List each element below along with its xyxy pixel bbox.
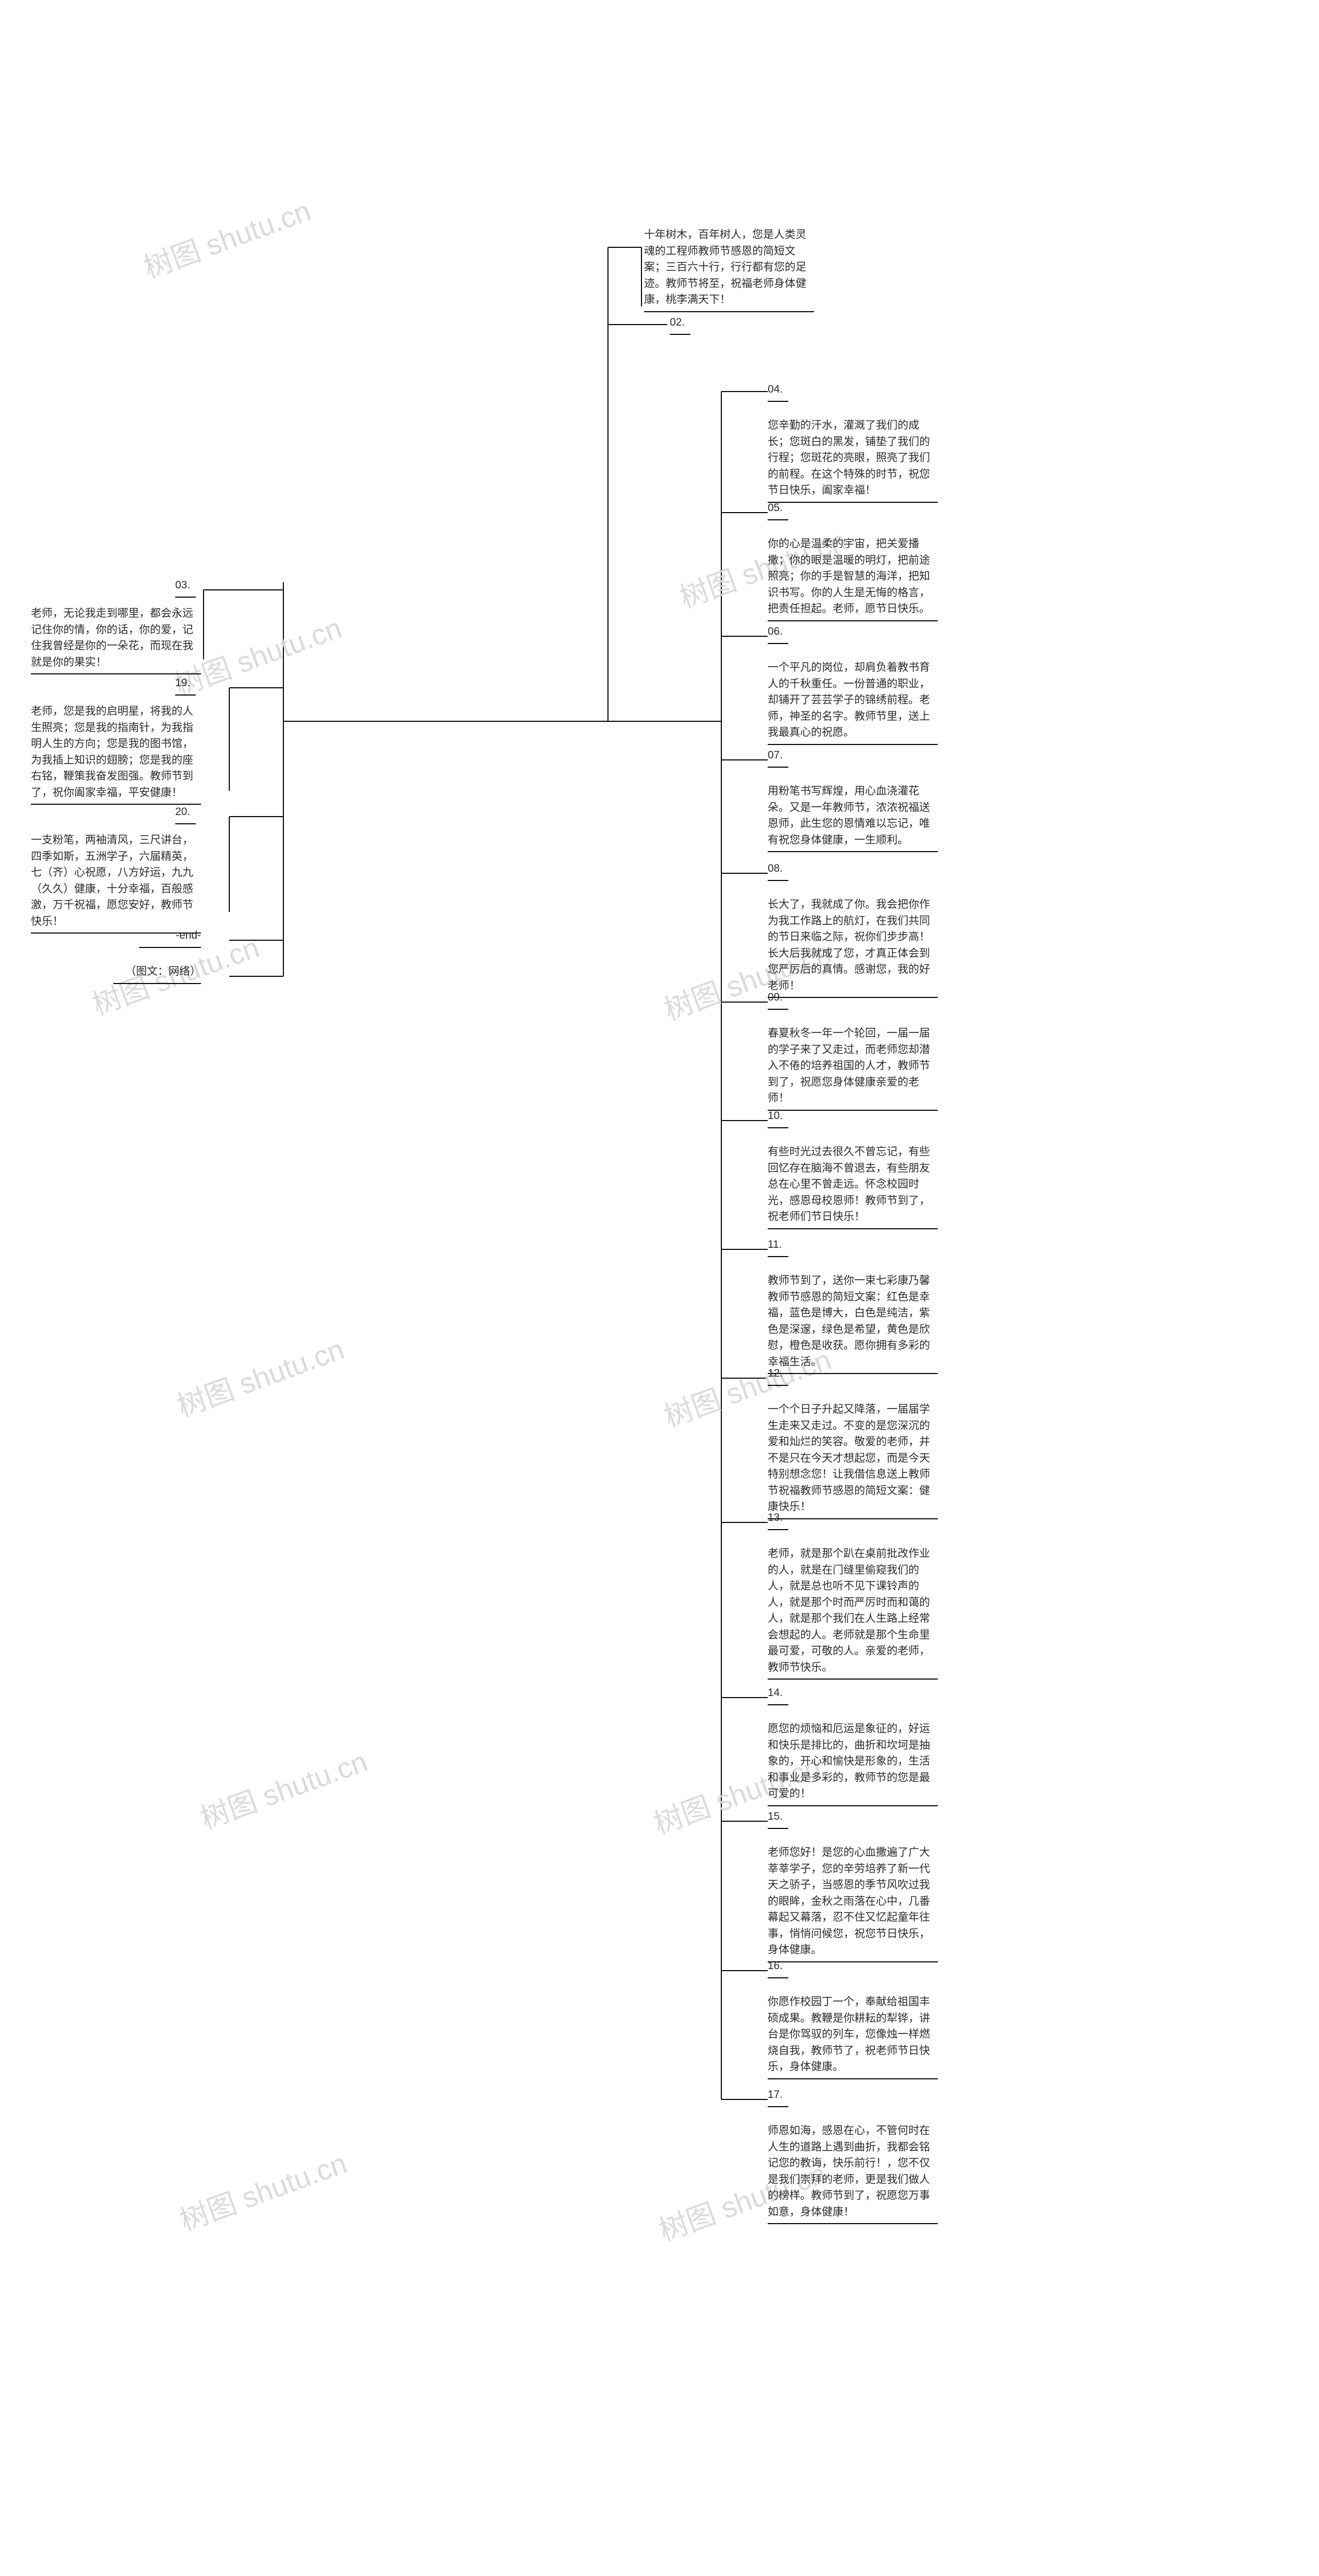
right-num-label: 16. xyxy=(768,1960,783,1972)
right-node-text: 师恩如海，感恩在心，不管何时在人生的道路上遇到曲折，我都会铭记您的教诲，快乐前行… xyxy=(768,2123,938,2224)
right-num-label: 05. xyxy=(768,502,783,514)
right-node-num: 14. xyxy=(768,1685,788,1705)
watermark: 树图 shutu.cn xyxy=(137,188,316,286)
right-text-content: 有些时光过去很久不曾忘记，有些回忆存在脑海不曾退去，有些朋友总在心里不曾走远。怀… xyxy=(768,1146,930,1223)
left-text-content: 老师，您是我的启明星，将我的人生照亮；您是我的指南针，为我指明人生的方向；您是我… xyxy=(31,705,193,799)
left-node-text: 一支粉笔，两袖清风，三尺讲台，四季如斯，五洲学子，六届精英，七（齐）心祝愿，八方… xyxy=(31,832,201,934)
watermark: 树图 shutu.cn xyxy=(171,1326,349,1425)
right-node-num: 17. xyxy=(768,2087,788,2107)
left-node-text: -end- xyxy=(139,927,201,948)
right-node-num: 13. xyxy=(768,1510,788,1530)
right-text-content: 春夏秋冬一年一个轮回，一届一届的学子来了又走过，而老师您却潜入不倦的培养祖国的人… xyxy=(768,1027,930,1104)
right-num-label: 11. xyxy=(768,1239,782,1250)
left-node-text: 老师，无论我走到哪里，都会永远记住你的情，你的话，你的爱，记住我曾经是你的一朵花… xyxy=(31,605,201,674)
right-num-label: 06. xyxy=(768,625,783,637)
right-node-text: 春夏秋冬一年一个轮回，一届一届的学子来了又走过，而老师您却潜入不倦的培养祖国的人… xyxy=(768,1025,938,1111)
right-node-num: 04. xyxy=(768,381,788,402)
left-text-content: （图文：网络） xyxy=(125,965,201,977)
right-text-content: 你的心是温柔的宇宙，把关爱播撒；你的眼是温暖的明灯，把前途照亮；你的手是智慧的海… xyxy=(768,538,930,615)
right-node-text: 长大了，我就成了你。我会把你作为我工作路上的航灯，在我们共同的节日来临之际，祝你… xyxy=(768,896,938,998)
right-text-content: 用粉笔书写辉煌，用心血浇灌花朵。又是一年教师节，浓浓祝福送恩师，此生您的恩情难以… xyxy=(768,785,930,846)
right-text-content: 教师节到了，送你一束七彩康乃馨教师节感恩的简短文案：红色是幸福，蓝色是博大，白色… xyxy=(768,1275,930,1368)
right-num-label: 08. xyxy=(768,862,783,874)
right-node-num: 08. xyxy=(768,860,788,881)
intro-text-content: 十年树木，百年树人，您是人类灵魂的工程师教师节感恩的简短文案；三百六十行，行行都… xyxy=(644,229,806,306)
left-node-text: 老师，您是我的启明星，将我的人生照亮；您是我的指南针，为我指明人生的方向；您是我… xyxy=(31,703,201,805)
left-node-text: （图文：网络） xyxy=(113,963,201,984)
right-node-num: 11. xyxy=(768,1236,788,1257)
right-node-text: 愿您的烦恼和厄运是象征的，好运和快乐是排比的，曲折和坎坷是抽象的，开心和愉快是形… xyxy=(768,1721,938,1806)
left-text-content: 一支粉笔，两袖清风，三尺讲台，四季如斯，五洲学子，六届精英，七（齐）心祝愿，八方… xyxy=(31,834,193,927)
right-text-content: 老师您好！是您的心血撒遍了广大莘莘学子，您的辛劳培养了新一代天之骄子，当感恩的季… xyxy=(768,1846,930,1956)
right-node-text: 老师，就是那个趴在桌前批改作业的人，就是在门缝里偷窥我们的人，就是总也听不见下课… xyxy=(768,1546,938,1680)
left-text-content: 老师，无论我走到哪里，都会永远记住你的情，你的话，你的爱，记住我曾经是你的一朵花… xyxy=(31,607,193,668)
num-02-label: 02. xyxy=(670,316,685,328)
right-num-label: 17. xyxy=(768,2089,783,2100)
watermark: 树图 shutu.cn xyxy=(194,1738,373,1837)
left-node-num: 19. xyxy=(175,675,196,696)
right-node-text: 老师您好！是您的心血撒遍了广大莘莘学子，您的辛劳培养了新一代天之骄子，当感恩的季… xyxy=(768,1844,938,1962)
right-num-label: 13. xyxy=(768,1512,783,1523)
watermark: 树图 shutu.cn xyxy=(173,2140,352,2239)
num-02: 02. xyxy=(670,314,690,335)
right-text-content: 老师，就是那个趴在桌前批改作业的人，就是在门缝里偷窥我们的人，就是总也听不见下课… xyxy=(768,1548,930,1673)
right-num-label: 15. xyxy=(768,1810,783,1822)
right-node-text: 一个平凡的岗位，却肩负着教书育人的千秋重任。一份普通的职业，却铺开了芸芸学子的锦… xyxy=(768,659,938,745)
right-text-content: 您辛勤的汗水，灌溉了我们的成长；您斑白的黑发，铺垫了我们的行程；您斑花的亮眼，照… xyxy=(768,419,930,496)
right-num-label: 12. xyxy=(768,1367,783,1379)
right-node-text: 有些时光过去很久不曾忘记，有些回忆存在脑海不曾退去，有些朋友总在心里不曾走远。怀… xyxy=(768,1144,938,1229)
connector-lines xyxy=(0,0,1319,2576)
right-node-text: 您辛勤的汗水，灌溉了我们的成长；您斑白的黑发，铺垫了我们的行程；您斑花的亮眼，照… xyxy=(768,417,938,503)
right-text-content: 愿您的烦恼和厄运是象征的，好运和快乐是排比的，曲折和坎坷是抽象的，开心和愉快是形… xyxy=(768,1723,930,1800)
right-node-num: 05. xyxy=(768,500,788,520)
right-num-label: 10. xyxy=(768,1110,783,1122)
right-node-num: 10. xyxy=(768,1108,788,1128)
left-text-content: -end- xyxy=(176,929,201,941)
right-text-content: 师恩如海，感恩在心，不管何时在人生的道路上遇到曲折，我都会铭记您的教诲，快乐前行… xyxy=(768,2125,930,2218)
right-node-num: 07. xyxy=(768,747,788,768)
right-node-num: 09. xyxy=(768,989,788,1010)
right-node-text: 你的心是温柔的宇宙，把关爱播撒；你的眼是温暖的明灯，把前途照亮；你的手是智慧的海… xyxy=(768,536,938,621)
right-node-num: 12. xyxy=(768,1365,788,1386)
left-num-label: 03. xyxy=(175,579,190,591)
right-node-num: 06. xyxy=(768,623,788,644)
right-num-label: 07. xyxy=(768,749,783,761)
right-node-text: 一个个日子升起又降落，一届届学生走来又走过。不变的是您深沉的爱和灿烂的笑容。敬爱… xyxy=(768,1401,938,1519)
right-text-content: 长大了，我就成了你。我会把你作为我工作路上的航灯，在我们共同的节日来临之际，祝你… xyxy=(768,899,930,992)
right-text-content: 你愿作校园丁一个，奉献给祖国丰硕成果。教鞭是你耕耘的犁铧，讲台是你驾驭的列车，您… xyxy=(768,1996,930,2073)
right-node-text: 用粉笔书写辉煌，用心血浇灌花朵。又是一年教师节，浓浓祝福送恩师，此生您的恩情难以… xyxy=(768,783,938,852)
right-text-content: 一个平凡的岗位，却肩负着教书育人的千秋重任。一份普通的职业，却铺开了芸芸学子的锦… xyxy=(768,662,930,738)
right-num-label: 09. xyxy=(768,991,783,1003)
left-num-label: 19. xyxy=(175,677,190,689)
left-node-num: 03. xyxy=(175,577,196,598)
intro-text: 十年树木，百年树人，您是人类灵魂的工程师教师节感恩的简短文案；三百六十行，行行都… xyxy=(644,227,814,312)
left-node-num: 20. xyxy=(175,804,196,824)
right-node-num: 15. xyxy=(768,1808,788,1829)
right-node-text: 你愿作校园丁一个，奉献给祖国丰硕成果。教鞭是你耕耘的犁铧，讲台是你驾驭的列车，您… xyxy=(768,1994,938,2079)
right-num-label: 04. xyxy=(768,383,783,395)
right-node-num: 16. xyxy=(768,1958,788,1978)
right-num-label: 14. xyxy=(768,1687,783,1699)
right-node-text: 教师节到了，送你一束七彩康乃馨教师节感恩的简短文案：红色是幸福，蓝色是博大，白色… xyxy=(768,1273,938,1374)
right-text-content: 一个个日子升起又降落，一届届学生走来又走过。不变的是您深沉的爱和灿烂的笑容。敬爱… xyxy=(768,1403,930,1513)
left-num-label: 20. xyxy=(175,806,190,818)
